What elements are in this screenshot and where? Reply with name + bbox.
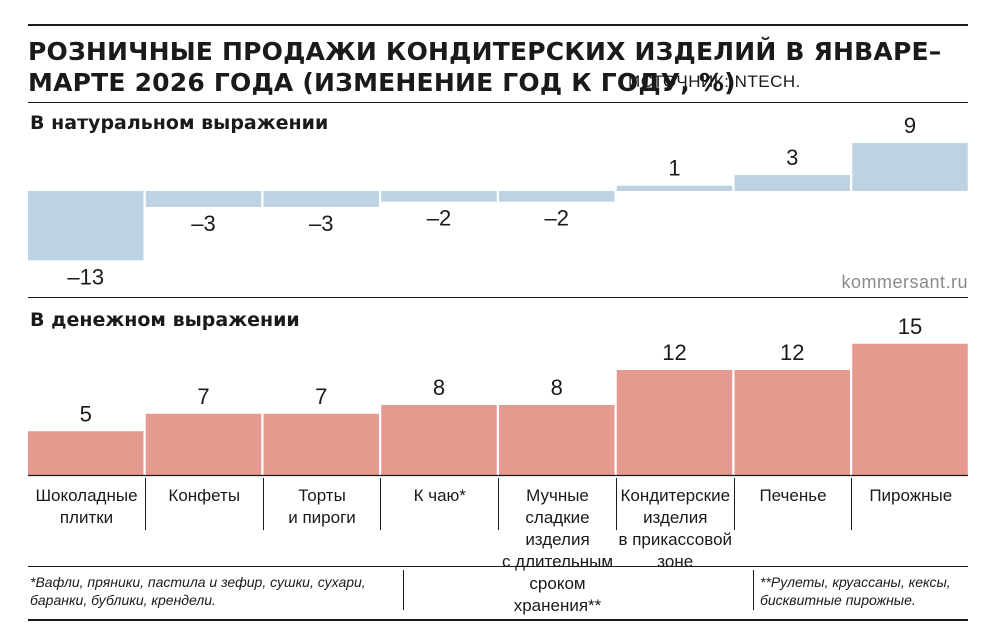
- category-separator: [498, 478, 499, 530]
- value-bar-label: 8: [551, 375, 563, 400]
- value-bar-label: 15: [898, 314, 922, 339]
- category-label: Пирожные: [869, 486, 953, 505]
- volume-bar-label: 3: [786, 145, 798, 170]
- category-label: Мучные сладкие изделия с длительным сроком х…: [501, 486, 614, 615]
- footnote-separator-right: [753, 570, 754, 610]
- volume-bar: [852, 143, 968, 191]
- category-label: К чаю*: [413, 486, 466, 505]
- category-separator: [734, 478, 735, 530]
- source-label: ИСТОЧНИК: NTECH.: [628, 72, 801, 91]
- volume-bar-label: –2: [427, 206, 451, 231]
- volume-bar: [28, 191, 144, 261]
- category-separator: [851, 478, 852, 530]
- value-bar: [145, 413, 262, 475]
- volume-bar: [616, 185, 733, 191]
- notes-rule: [28, 566, 968, 567]
- value-bar-label: 8: [433, 375, 445, 400]
- value-bar: [28, 431, 144, 475]
- top-rule: [28, 24, 968, 26]
- category-label: Конфеты: [168, 486, 241, 505]
- category-separator: [380, 478, 381, 530]
- value-bar: [852, 343, 968, 475]
- category-label: Печенье: [759, 486, 827, 505]
- value-bar-label: 7: [197, 384, 209, 409]
- section-rule: [28, 297, 968, 298]
- value-bar-label: 7: [315, 384, 327, 409]
- category-separator: [263, 478, 264, 530]
- volume-bar: [145, 191, 262, 207]
- volume-bar-label: –13: [67, 264, 104, 289]
- value-bar-label: 5: [80, 401, 92, 426]
- value-bar: [381, 405, 497, 475]
- volume-bar: [263, 191, 379, 207]
- value-bar-label: 12: [780, 340, 804, 365]
- volume-bar-label: –3: [191, 211, 215, 236]
- footnote-right: **Рулеты, круассаны, кексы, бисквитные п…: [760, 574, 951, 608]
- footnote-left: *Вафли, пряники, пастила и зефир, сушки,…: [30, 574, 366, 608]
- category-separator: [145, 478, 146, 530]
- volume-bar: [381, 191, 497, 202]
- footnote-separator-left: [403, 570, 404, 610]
- volume-bar: [499, 191, 615, 202]
- bottom-rule: [28, 619, 968, 621]
- category-separator: [616, 478, 617, 530]
- volume-bar: [734, 175, 850, 191]
- category-label: Торты и пироги: [288, 486, 356, 527]
- volume-bar-label: 9: [904, 113, 916, 138]
- value-bar-label: 12: [662, 340, 686, 365]
- value-bar: [616, 370, 733, 475]
- chart-title: РОЗНИЧНЫЕ ПРОДАЖИ КОНДИТЕРСКИХ ИЗДЕЛИЙ В…: [28, 37, 942, 97]
- watermark: kommersant.ru: [841, 272, 968, 292]
- value-section-title: В денежном выражении: [30, 309, 300, 331]
- value-bar: [263, 413, 379, 475]
- category-label: Кондитерские изделия в прикассовой зоне: [618, 486, 733, 571]
- title-rule: [28, 102, 968, 103]
- category-label: Шоколадные плитки: [35, 486, 138, 527]
- value-bar: [734, 370, 850, 475]
- volume-section-title: В натуральном выражении: [30, 112, 329, 134]
- volume-bar-label: 1: [668, 156, 680, 181]
- volume-bar-label: –2: [545, 206, 569, 231]
- value-bar: [499, 405, 615, 475]
- volume-bar-label: –3: [309, 211, 333, 236]
